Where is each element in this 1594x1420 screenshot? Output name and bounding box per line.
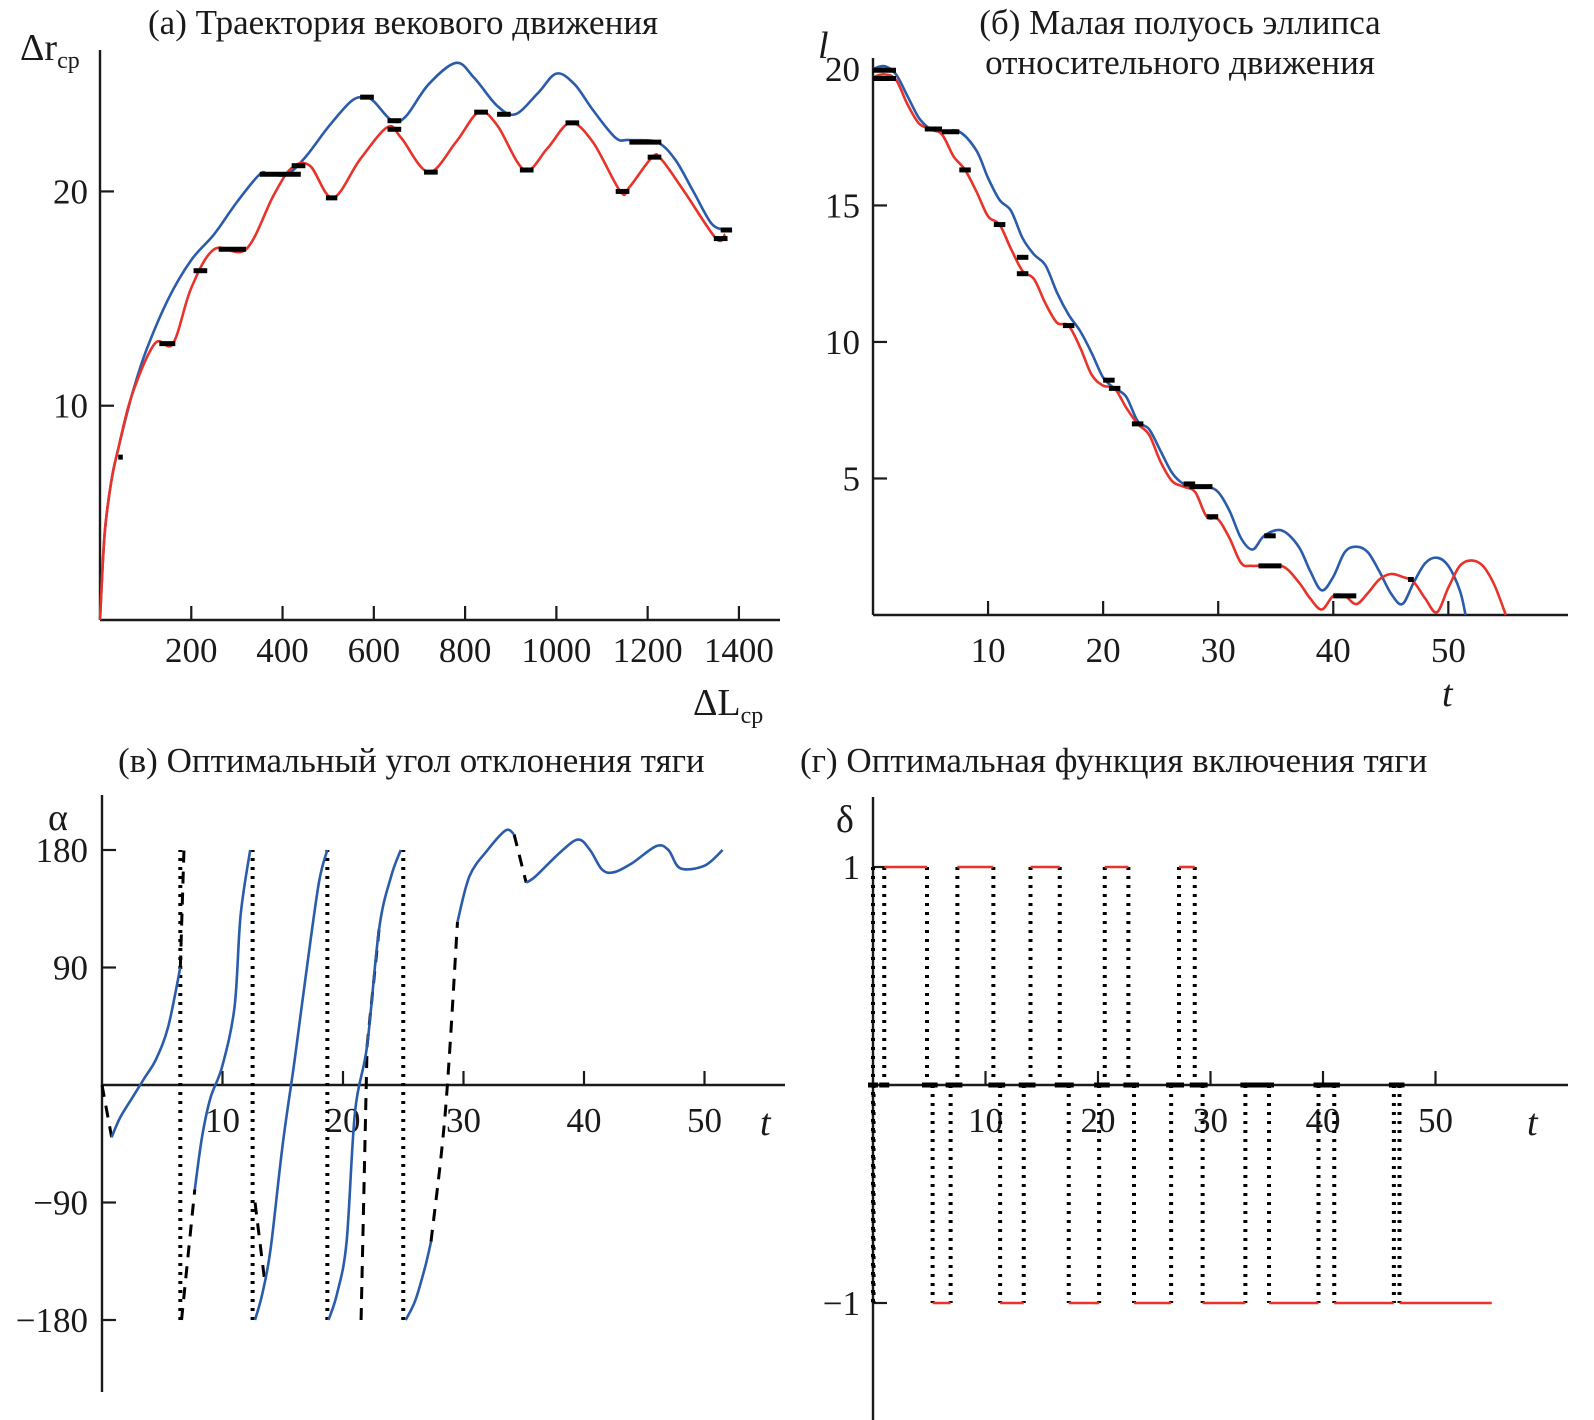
panel-c-coast-dashed-segment — [359, 1045, 369, 1321]
panel-b-x-tick-label: 40 — [1316, 631, 1351, 670]
panel-c-angle-segment — [525, 838, 724, 884]
panel-d-xlabel: t — [1527, 1102, 1539, 1144]
panel-c-angle-segment — [404, 1241, 433, 1321]
panel-c-angle-segment — [456, 828, 515, 923]
panel-d-x-tick-label: 20 — [1081, 1101, 1116, 1140]
panel-c-angle-segment — [253, 849, 329, 1321]
panel-b-minor-semiaxis: (б) Малая полуось эллипса относительного… — [818, 3, 1568, 715]
panel-c-thrust-angle: (в) Оптимальный угол отклонения тяги α t… — [16, 741, 785, 1392]
panel-c-x-tick-label: 30 — [446, 1101, 481, 1140]
panel-a-ylabel-sub: ср — [57, 48, 80, 74]
panel-a-ylabel-main: Δr — [20, 27, 57, 69]
panel-c-title: (в) Оптимальный угол отклонения тяги — [118, 741, 705, 780]
panel-d-x-tick-label: 50 — [1418, 1101, 1453, 1140]
panel-a-y-tick-label: 20 — [53, 172, 88, 211]
panel-c-xlabel: t — [760, 1102, 772, 1144]
panel-a-secular-trajectory: (а) Траектория векового движения Δrср ΔL… — [20, 3, 780, 729]
panel-a-x-tick-label: 200 — [165, 631, 218, 670]
panel-d-x-tick-label: 40 — [1306, 1101, 1341, 1140]
panel-c-x-tick-label: 10 — [205, 1101, 240, 1140]
panel-c-coast-dashed-segment — [429, 921, 459, 1242]
panel-b-series-red — [872, 73, 1508, 616]
panel-a-xlabel-main: ΔL — [693, 682, 741, 724]
panel-b-x-tick-label: 30 — [1201, 631, 1236, 670]
panel-c-x-tick-label: 40 — [567, 1101, 602, 1140]
panel-b-title-line1: (б) Малая полуось эллипса — [979, 3, 1381, 42]
panel-a-x-tick-label: 1400 — [704, 631, 774, 670]
panel-d-y-tick-label: 1 — [843, 848, 861, 887]
panel-c-x-tick-label: 50 — [687, 1101, 722, 1140]
panel-b-title-line2: относительного движения — [985, 43, 1375, 82]
panel-c-coast-dashed-segment — [512, 833, 528, 884]
panel-b-y-tick-label: 15 — [825, 186, 860, 225]
panel-c-coast-dashed-segment — [180, 1189, 197, 1321]
panel-d-y-tick-label: −1 — [823, 1284, 860, 1323]
panel-b-xlabel: t — [1442, 673, 1454, 715]
panel-c-y-tick-label: 90 — [53, 949, 88, 988]
panel-b-y-tick-label: 20 — [825, 50, 860, 89]
panel-c-y-tick-label: 180 — [36, 831, 89, 870]
panel-d-x-tick-label: 10 — [968, 1101, 1003, 1140]
panel-c-ylabel: α — [48, 797, 68, 839]
panel-b-x-tick-label: 50 — [1431, 631, 1466, 670]
panel-a-xlabel: ΔLср — [693, 682, 763, 729]
panel-d-ylabel: δ — [836, 799, 854, 841]
panel-a-x-tick-label: 1000 — [521, 631, 591, 670]
panel-c-angle-segment — [327, 849, 403, 1321]
panel-a-x-tick-label: 400 — [256, 631, 309, 670]
panel-a-title: (а) Траектория векового движения — [148, 3, 658, 42]
panel-d-x-tick-label: 30 — [1193, 1101, 1228, 1140]
panel-a-xlabel-sub: ср — [741, 703, 764, 729]
panel-c-angle-segment — [110, 967, 182, 1138]
panel-b-y-tick-label: 10 — [825, 323, 860, 362]
panel-b-ylabel: l — [818, 25, 829, 67]
panel-c-y-tick-label: −90 — [33, 1184, 88, 1223]
panel-c-coast-dashed-segment — [100, 1084, 114, 1138]
panel-a-series-blue — [98, 61, 726, 621]
panel-c-angle-segment — [193, 849, 252, 1190]
panel-a-y-tick-label: 10 — [53, 387, 88, 426]
panel-b-x-tick-label: 20 — [1086, 631, 1121, 670]
panel-b-series-blue — [872, 64, 1467, 616]
panel-a-x-tick-label: 1200 — [613, 631, 683, 670]
panel-a-x-tick-label: 600 — [348, 631, 401, 670]
panel-b-y-tick-label: 5 — [843, 459, 861, 498]
panel-a-ylabel: Δrср — [20, 27, 80, 74]
panel-d-thrust-switch-function: (г) Оптимальная функция включения тяги δ… — [800, 741, 1568, 1420]
panel-a-x-tick-label: 800 — [439, 631, 492, 670]
panel-b-x-tick-label: 10 — [971, 631, 1006, 670]
panel-a-series-red — [98, 110, 727, 621]
panel-c-coast-dashed-segment — [253, 1202, 267, 1282]
panel-c-y-tick-label: −180 — [16, 1301, 88, 1340]
panel-d-title: (г) Оптимальная функция включения тяги — [800, 741, 1427, 780]
